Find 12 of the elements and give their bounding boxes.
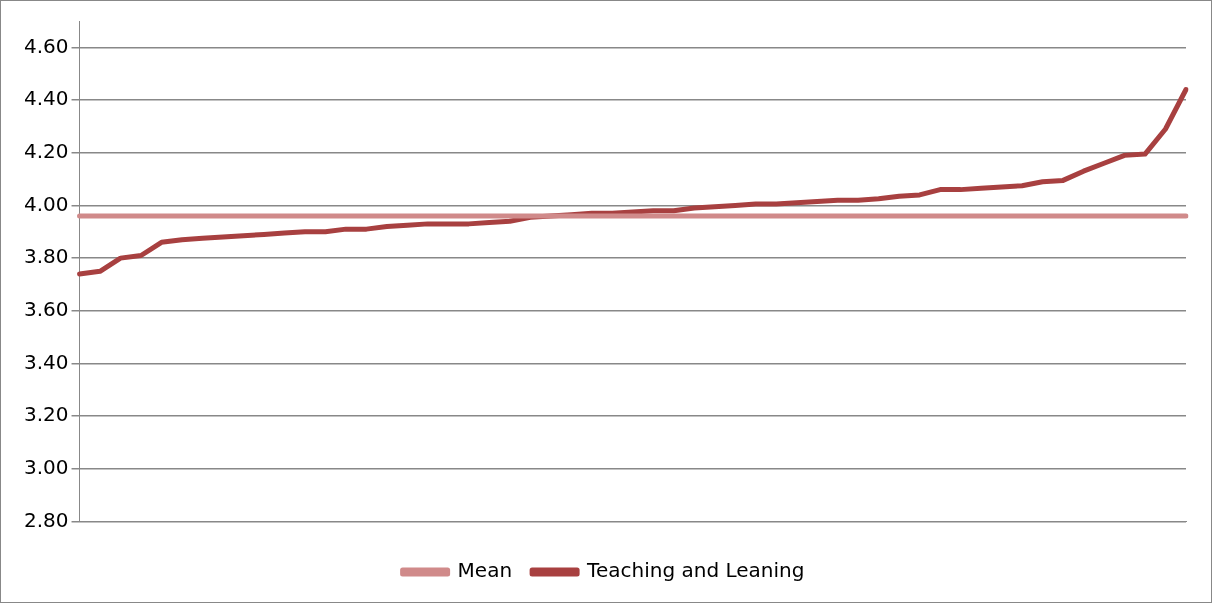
y-tick-label: 4.00 [24,191,69,216]
legend-label: Mean [457,558,513,583]
y-tick-label: 3.60 [24,297,69,322]
y-tick-label: 3.40 [24,349,69,374]
legend-label: Teaching and Leaning [586,558,805,583]
y-tick-label: 3.00 [24,455,69,480]
y-tick-label: 3.20 [24,402,69,427]
y-tick-label: 4.20 [24,138,69,163]
y-tick-label: 4.60 [24,33,69,58]
y-tick-label: 3.80 [24,244,69,269]
y-tick-label: 4.40 [24,86,69,111]
y-tick-label: 2.80 [24,507,69,532]
